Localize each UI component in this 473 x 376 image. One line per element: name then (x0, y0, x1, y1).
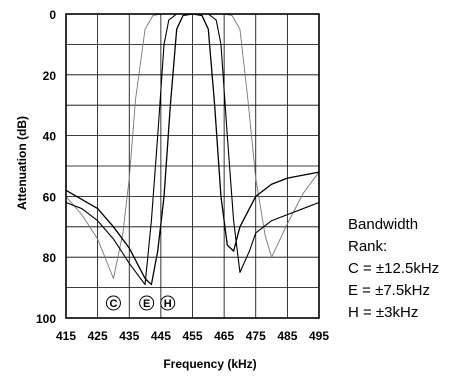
legend-title: Bandwidth (348, 216, 418, 233)
rank-marker-c: C (105, 295, 121, 311)
x-tick-labels: 415 425 435 445 455 465 475 485 495 (56, 329, 329, 343)
plot-frame (65, 13, 320, 319)
grid (66, 14, 319, 318)
y-tick-labels: 0 20 40 60 80 100 (36, 8, 56, 326)
x-tick-label: 415 (56, 329, 76, 343)
x-tick-label: 465 (214, 329, 234, 343)
legend-entry-c: C = ±12.5kHz (348, 260, 439, 277)
x-axis-label: Frequency (kHz) (163, 357, 256, 371)
x-tick-label: 455 (182, 329, 202, 343)
y-tick-label: 80 (43, 251, 57, 265)
y-tick-label: 60 (43, 190, 57, 204)
rank-marker-letter: H (164, 298, 172, 310)
legend-entry-h: H = ±3kHz (348, 304, 418, 321)
x-tick-label: 435 (119, 329, 139, 343)
rank-marker-circle (160, 295, 176, 311)
legend: Bandwidth Rank: C = ±12.5kHz E = ±7.5kHz… (348, 216, 439, 321)
rank-marker-e: E (139, 295, 155, 311)
x-tick-label: 425 (88, 329, 108, 343)
rank-marker-circle (139, 295, 155, 311)
x-tick-label: 485 (277, 329, 297, 343)
y-tick-label: 0 (49, 8, 56, 22)
y-tick-label: 20 (43, 69, 57, 83)
x-tick-label: 475 (246, 329, 266, 343)
rank-marker-circle (105, 295, 121, 311)
y-axis-label: Attenuation (dB) (15, 116, 29, 210)
x-tick-label: 445 (151, 329, 171, 343)
x-tick-label: 495 (309, 329, 329, 343)
legend-subtitle: Rank: (348, 238, 387, 255)
rank-marker-h: H (160, 295, 176, 311)
y-tick-label: 100 (36, 312, 56, 326)
legend-entry-e: E = ±7.5kHz (348, 282, 430, 299)
rank-marker-letter: C (109, 298, 117, 310)
y-tick-label: 40 (43, 130, 57, 144)
rank-marker-letter: E (143, 298, 150, 310)
